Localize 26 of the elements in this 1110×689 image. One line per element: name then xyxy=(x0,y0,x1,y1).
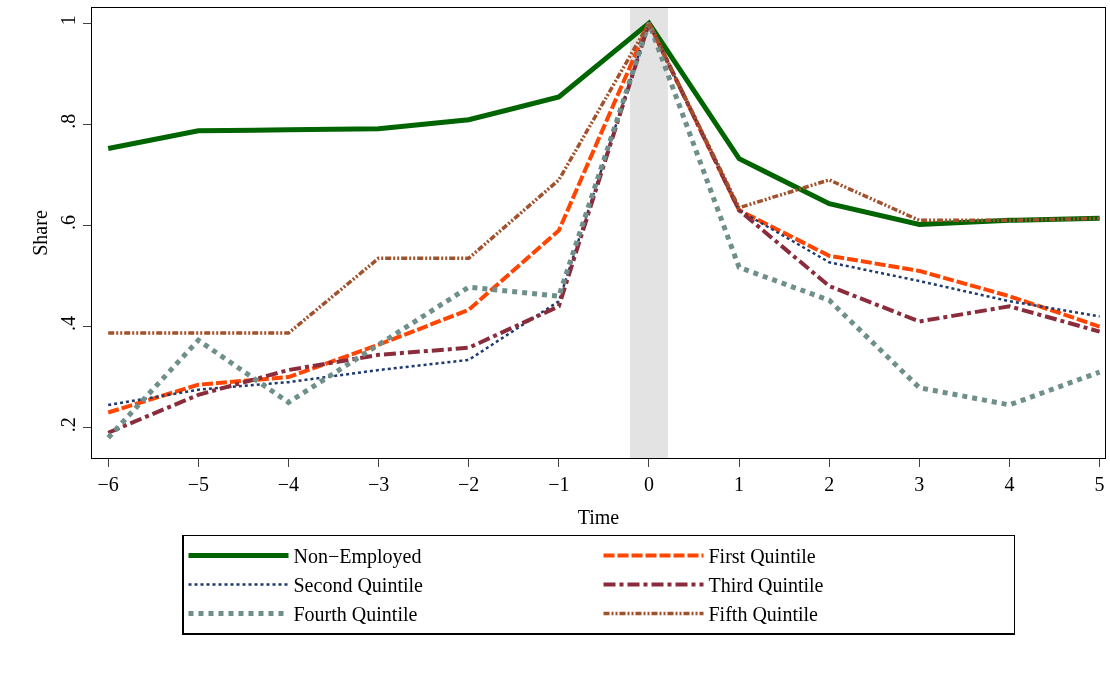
x-tick-label: −1 xyxy=(548,473,570,495)
y-axis-title: Share xyxy=(28,210,51,256)
x-tick-label: 2 xyxy=(824,473,835,495)
line-series xyxy=(106,21,1102,335)
x-tick-label: 1 xyxy=(734,473,745,495)
x-tick-label: −2 xyxy=(458,473,480,495)
x-tick-label: −4 xyxy=(277,473,300,495)
legend-label: Non−Employed xyxy=(293,545,422,569)
legend-label: Fourth Quintile xyxy=(293,603,418,626)
x-tick-label: −3 xyxy=(367,473,390,495)
x-tick-label: 4 xyxy=(1004,473,1015,495)
legend-label: Third Quintile xyxy=(708,574,824,597)
y-tick-label: .2 xyxy=(57,417,79,433)
x-axis-title: Time xyxy=(577,505,620,528)
y-tick-label: .6 xyxy=(57,214,79,230)
x-tick-label: 0 xyxy=(643,473,654,495)
x-tick-label: 3 xyxy=(914,473,925,495)
x-tick-label: −6 xyxy=(97,473,119,495)
x-tick-label: −5 xyxy=(187,473,209,495)
x-tick-label: 5 xyxy=(1094,473,1105,495)
legend-label: Fifth Quintile xyxy=(708,603,819,626)
y-tick-label: 1 xyxy=(57,15,79,26)
y-tick-label: .4 xyxy=(57,316,79,332)
y-tick-label: .8 xyxy=(57,113,79,129)
legend-label: First Quintile xyxy=(708,545,816,568)
legend-label: Second Quintile xyxy=(293,574,424,597)
